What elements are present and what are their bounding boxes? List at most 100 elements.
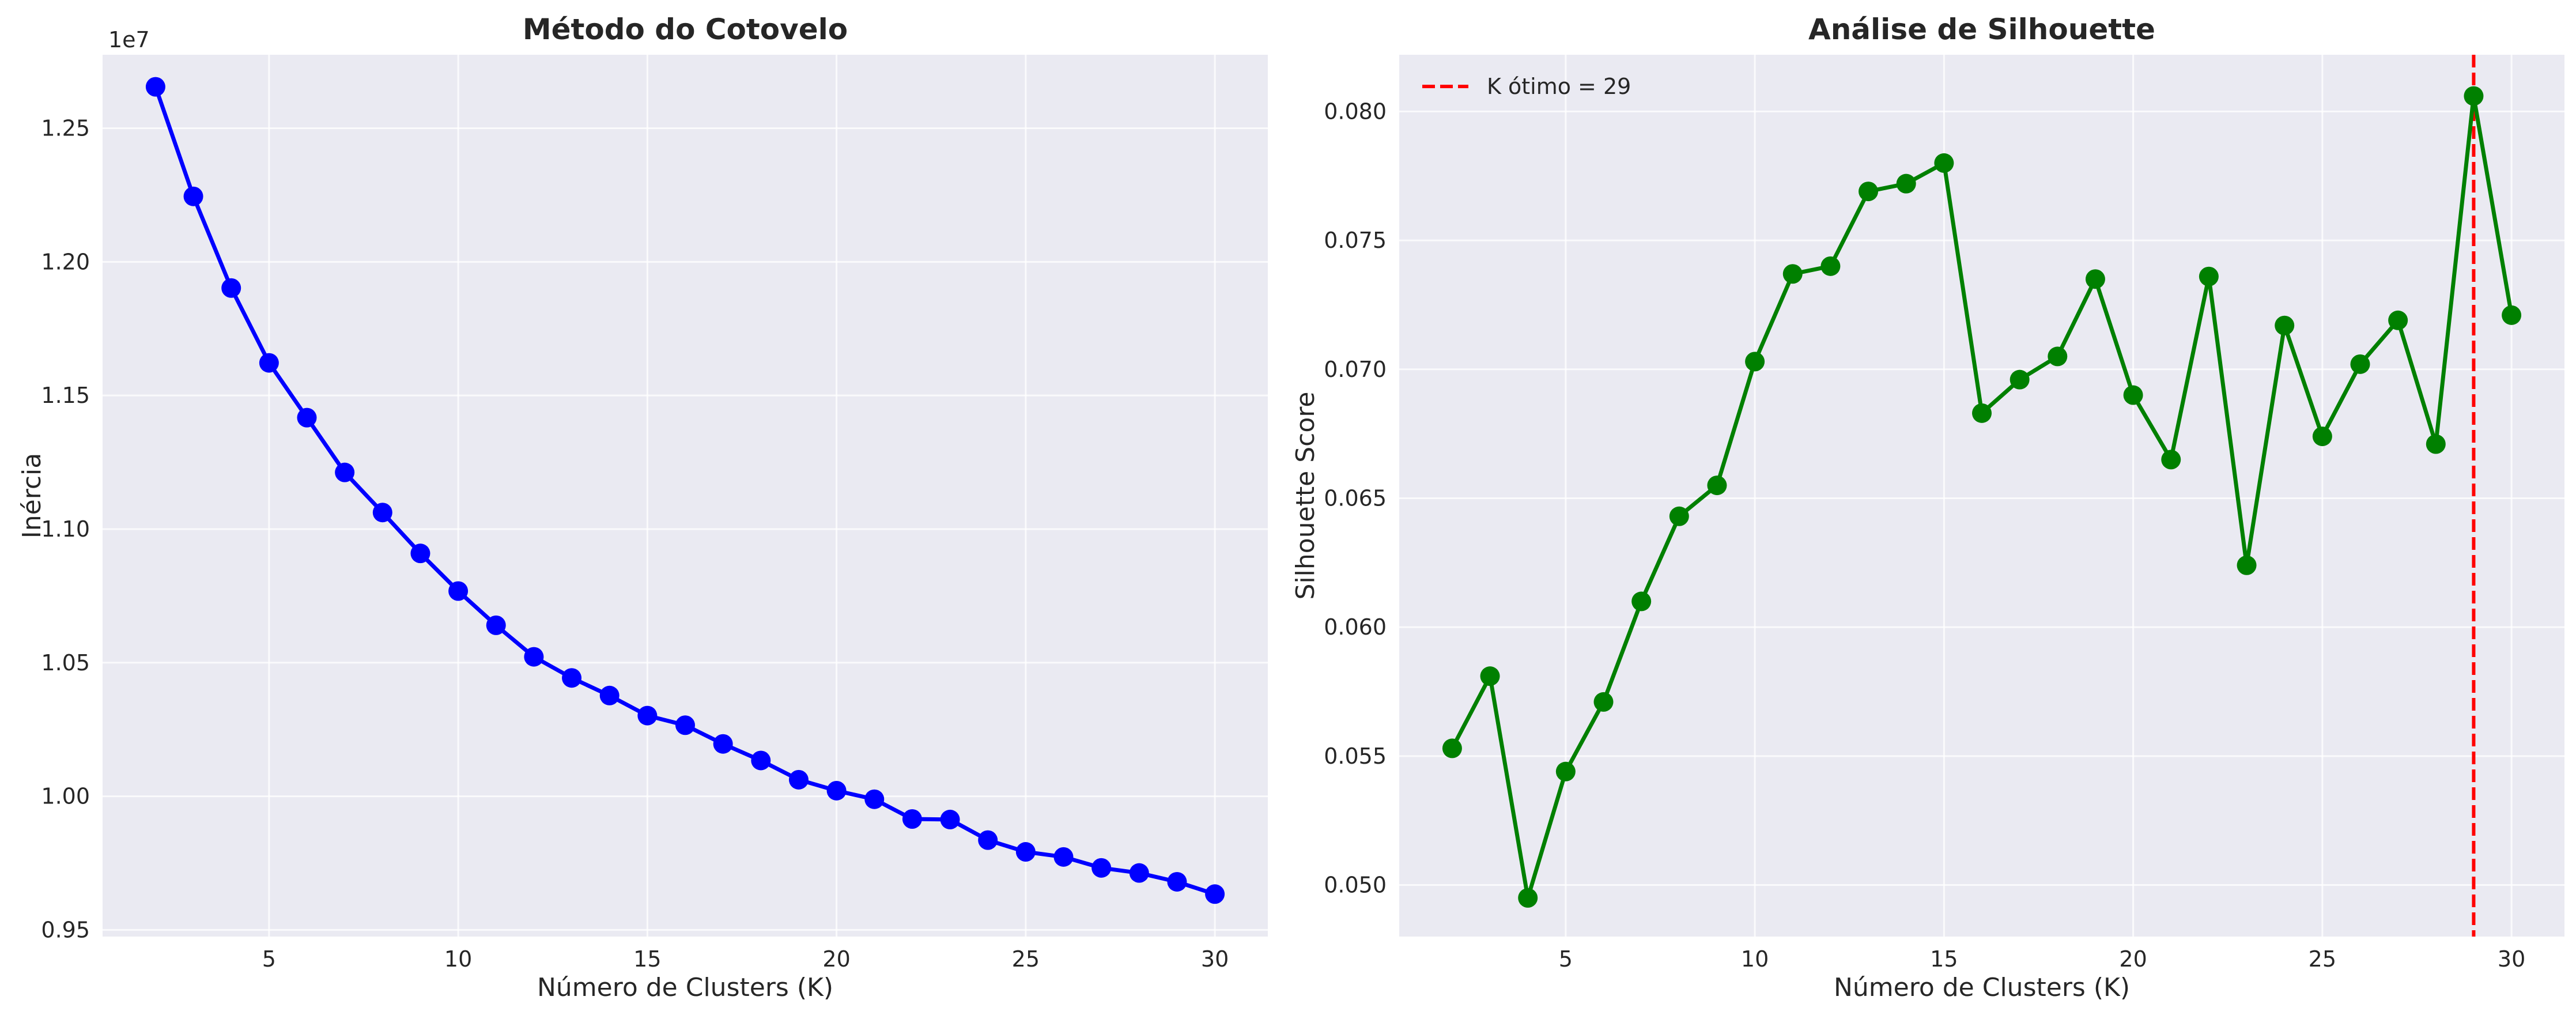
x-axis-label: Número de Clusters (K) bbox=[537, 973, 833, 1002]
data-point bbox=[2464, 86, 2484, 106]
data-point bbox=[1707, 475, 1727, 496]
data-point bbox=[599, 685, 620, 705]
y-tick-label: 1.15 bbox=[41, 383, 90, 408]
y-tick-label: 0.060 bbox=[1324, 614, 1387, 640]
data-point bbox=[1015, 842, 1036, 862]
plot-background bbox=[1399, 55, 2564, 937]
grid bbox=[1399, 55, 2564, 937]
y-tick-label: 0.080 bbox=[1324, 99, 1387, 124]
data-point bbox=[1167, 871, 1187, 892]
grid bbox=[103, 55, 1268, 937]
y-tick-label: 1.00 bbox=[41, 784, 90, 809]
x-tick-labels: 5 10 15 20 25 30 bbox=[262, 946, 1229, 972]
data-point bbox=[183, 186, 203, 206]
y-tick-labels: 0.050 0.055 0.060 0.065 0.070 0.075 0.080 bbox=[1324, 99, 1387, 897]
data-point bbox=[2237, 555, 2257, 575]
data-point bbox=[410, 544, 430, 564]
y-tick-label: 1.25 bbox=[41, 116, 90, 141]
elbow-chart: 5 10 15 20 25 30 0.95 1.00 1.05 1.10 1.15 1.20 1.25… bbox=[17, 13, 1268, 1002]
y-tick-label: 1.20 bbox=[41, 249, 90, 274]
plot-background bbox=[103, 55, 1268, 937]
data-point bbox=[448, 581, 469, 601]
data-point bbox=[1782, 264, 1803, 284]
chart-title: Método do Cotovelo bbox=[523, 13, 848, 46]
legend: K ótimo = 29 bbox=[1422, 74, 1631, 99]
data-point bbox=[1555, 761, 1576, 782]
data-points bbox=[145, 77, 1225, 904]
y-tick-label: 0.055 bbox=[1324, 744, 1387, 769]
x-tick-labels: 5 10 15 20 25 30 bbox=[1559, 946, 2526, 972]
y-axis-label: Silhouette Score bbox=[1291, 392, 1320, 600]
x-tick-label: 30 bbox=[2498, 946, 2525, 972]
data-point bbox=[1669, 506, 1689, 526]
x-tick-label: 15 bbox=[1930, 946, 1958, 972]
data-point bbox=[372, 503, 392, 523]
x-tick-label: 20 bbox=[2119, 946, 2147, 972]
x-tick-label: 10 bbox=[1741, 946, 1769, 972]
legend-label: K ótimo = 29 bbox=[1487, 74, 1631, 99]
data-point bbox=[2350, 354, 2370, 374]
data-point bbox=[1442, 738, 1462, 758]
data-point bbox=[1129, 863, 1149, 883]
data-point bbox=[1593, 692, 1614, 712]
data-point bbox=[637, 705, 658, 726]
data-point bbox=[562, 668, 582, 688]
data-points bbox=[1442, 86, 2522, 908]
data-point bbox=[2161, 450, 2181, 470]
data-point bbox=[2426, 434, 2446, 454]
x-tick-label: 5 bbox=[1559, 946, 1573, 972]
data-point bbox=[2502, 305, 2522, 325]
y-axis-label: Inércia bbox=[17, 453, 47, 538]
data-point bbox=[713, 734, 733, 754]
y-tick-label: 1.05 bbox=[41, 650, 90, 675]
data-point bbox=[1859, 182, 1879, 202]
data-point bbox=[1053, 847, 1074, 867]
data-point bbox=[940, 809, 960, 829]
data-point bbox=[2123, 385, 2143, 405]
data-point bbox=[2275, 315, 2295, 335]
y-tick-labels: 0.95 1.00 1.05 1.10 1.15 1.20 1.25 bbox=[41, 116, 90, 943]
y-tick-label: 0.95 bbox=[41, 917, 90, 942]
data-point bbox=[978, 830, 998, 850]
data-point bbox=[675, 715, 695, 735]
y-tick-label: 0.075 bbox=[1324, 228, 1387, 253]
data-point bbox=[297, 407, 317, 428]
x-tick-label: 5 bbox=[262, 946, 276, 972]
x-tick-label: 25 bbox=[2309, 946, 2336, 972]
data-point bbox=[1745, 352, 1765, 372]
data-point bbox=[2048, 346, 2068, 367]
data-point bbox=[145, 77, 165, 97]
y-tick-label: 0.070 bbox=[1324, 357, 1387, 382]
data-point bbox=[221, 278, 241, 298]
data-point bbox=[1631, 591, 1652, 612]
x-tick-label: 20 bbox=[822, 946, 850, 972]
data-point bbox=[486, 615, 506, 635]
data-point bbox=[524, 647, 544, 667]
data-point bbox=[2085, 269, 2105, 289]
data-point bbox=[1972, 403, 1992, 423]
data-point bbox=[2312, 427, 2332, 447]
data-point bbox=[259, 353, 279, 373]
y-tick-label: 0.050 bbox=[1324, 873, 1387, 898]
x-tick-label: 15 bbox=[633, 946, 661, 972]
data-point bbox=[1480, 666, 1500, 686]
data-point bbox=[902, 809, 922, 829]
data-point bbox=[2199, 266, 2219, 286]
x-tick-label: 25 bbox=[1012, 946, 1040, 972]
data-point bbox=[1934, 153, 1954, 173]
y-tick-label: 0.065 bbox=[1324, 485, 1387, 511]
data-point bbox=[1518, 888, 1538, 908]
data-point bbox=[1820, 256, 1841, 276]
data-point bbox=[335, 462, 355, 482]
chart-title: Análise de Silhouette bbox=[1808, 13, 2155, 46]
x-tick-label: 10 bbox=[444, 946, 472, 972]
y-tick-label: 1.10 bbox=[41, 516, 90, 542]
data-point bbox=[2388, 310, 2408, 330]
data-point bbox=[2010, 369, 2030, 390]
data-point bbox=[788, 769, 809, 790]
data-point bbox=[826, 780, 847, 801]
data-point bbox=[864, 789, 885, 809]
silhouette-chart: 5 10 15 20 25 30 0.0500.0550.0600.0650.0700.0… bbox=[1291, 13, 2564, 1002]
data-point bbox=[751, 750, 771, 771]
